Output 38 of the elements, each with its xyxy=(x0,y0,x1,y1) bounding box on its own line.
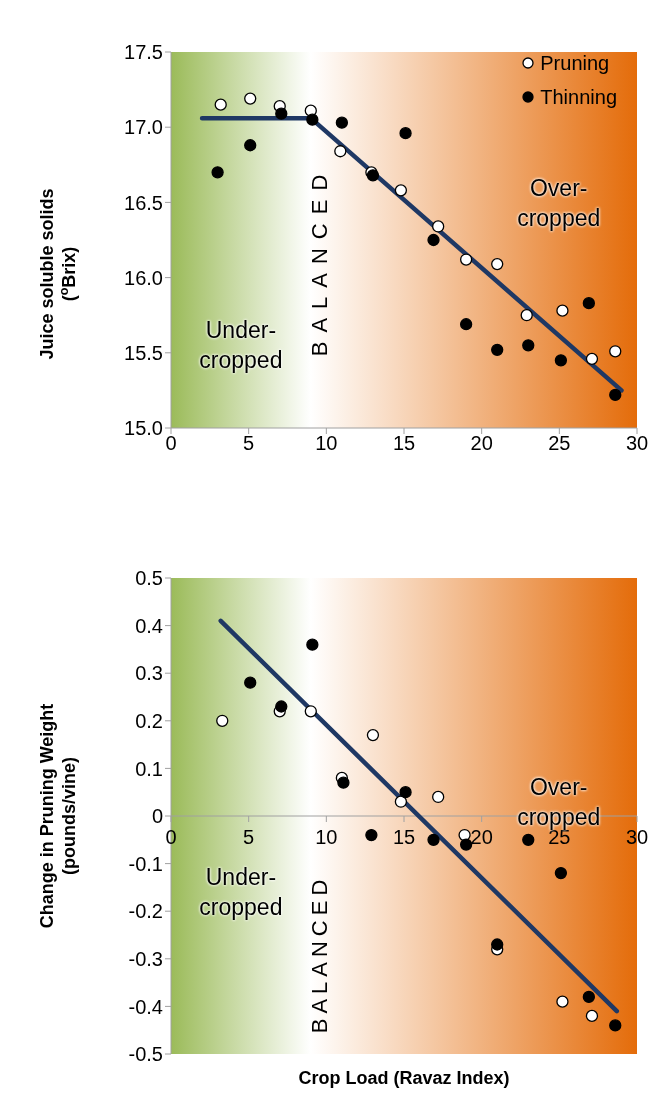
y-tick-label: 0.3 xyxy=(135,662,163,685)
y-tick-label: -0.4 xyxy=(128,995,163,1018)
x-tick-label: 5 xyxy=(243,826,255,848)
x-tick-label: 5 xyxy=(243,432,255,455)
x-tick-label: 15 xyxy=(392,826,416,848)
x-tick-label: 10 xyxy=(315,432,338,455)
x-tick-label: 15 xyxy=(392,432,416,455)
x-tick-label: 20 xyxy=(470,432,493,455)
y-tick-label: 0 xyxy=(151,805,163,828)
y-tick-label: 0.2 xyxy=(135,709,163,732)
y-tick-label: -0.1 xyxy=(128,852,163,875)
y-tick-label: 17.5 xyxy=(124,41,163,64)
x-tick-label: 0 xyxy=(165,432,177,455)
y-tick-label: 15.0 xyxy=(124,417,163,440)
y-tick-label: 0.4 xyxy=(135,614,163,637)
y-axis-title: Change in Pruning Weight (pounds/vine) xyxy=(37,703,79,929)
y-tick-label: 16.0 xyxy=(124,266,163,289)
x-tick-label: 25 xyxy=(548,432,571,455)
band-label: Under-cropped xyxy=(199,316,283,376)
y-tick-label: -0.5 xyxy=(128,1043,163,1066)
y-tick-label: 0.1 xyxy=(135,757,163,780)
x-tick-label: 10 xyxy=(315,826,338,848)
x-tick-label: 20 xyxy=(470,826,493,848)
x-axis-title: Crop Load (Ravaz Index) xyxy=(297,1068,511,1089)
y-tick-label: 15.5 xyxy=(124,341,163,364)
x-tick-label: 30 xyxy=(625,432,649,455)
annotation: BALANCED xyxy=(307,165,334,356)
x-tick-label: 0 xyxy=(165,826,177,848)
y-tick-label: -0.3 xyxy=(128,947,163,970)
band-label: Over-cropped xyxy=(517,173,601,233)
y-tick-label: 16.5 xyxy=(124,191,163,214)
annotation: BALANCED xyxy=(307,874,334,1034)
band-label: Under-cropped xyxy=(199,863,283,923)
y-tick-label: 0.5 xyxy=(135,567,163,590)
y-tick-label: 17.0 xyxy=(124,116,163,139)
legend-label: Thinning xyxy=(540,85,617,110)
y-tick-label: -0.2 xyxy=(128,900,163,923)
legend-label: Pruning xyxy=(540,51,610,76)
